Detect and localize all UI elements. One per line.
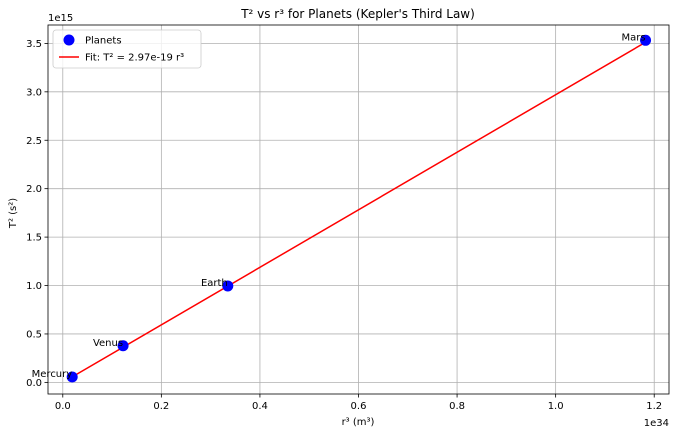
- y-tick-label: 1.5: [26, 233, 42, 244]
- y-tick-label: 1.0: [26, 281, 42, 292]
- y-tick-label: 0.0: [26, 378, 42, 389]
- data-point: [117, 340, 129, 352]
- plot-area: Mercury Venus Earth Mars: [32, 24, 670, 395]
- y-tick-label: 0.5: [26, 329, 42, 340]
- point-label: Venus: [93, 338, 123, 349]
- y-offset-label: 1e15: [48, 13, 73, 24]
- legend: Planets Fit: T² = 2.97e-19 r³: [52, 29, 202, 69]
- x-tick-label: 0.2: [153, 401, 169, 412]
- legend-label-fit: Fit: T² = 2.97e-19 r³: [85, 53, 184, 64]
- x-tick-label: 0.8: [449, 401, 465, 412]
- y-tick-label: 2.0: [26, 184, 42, 195]
- point-label: Mars: [621, 32, 645, 43]
- x-tick-label: 1.0: [548, 401, 564, 412]
- x-tick-label: 0.6: [351, 401, 367, 412]
- legend-box: [52, 29, 202, 69]
- point-label: Mercury: [32, 369, 73, 380]
- data-point: [222, 280, 234, 292]
- fit-line: [71, 41, 646, 378]
- chart-title: T² vs r³ for Planets (Kepler's Third Law…: [240, 7, 475, 21]
- y-tick-label: 3.0: [26, 87, 42, 98]
- x-tick-label: 1.2: [646, 401, 662, 412]
- y-axis-label: T² (s²): [8, 198, 19, 229]
- y-axis-ticks: 0.0 0.5 1.0 1.5 2.0 2.5 3.0 3.5: [26, 39, 48, 389]
- legend-marker-planets: [63, 34, 75, 46]
- x-axis-label: r³ (m³): [342, 417, 375, 428]
- y-tick-label: 3.5: [26, 39, 42, 50]
- x-tick-label: 0.4: [252, 401, 268, 412]
- data-point: [640, 34, 652, 46]
- y-tick-label: 2.5: [26, 136, 42, 147]
- grid: [48, 25, 669, 394]
- point-label: Earth: [201, 278, 228, 289]
- x-axis-ticks: 0.0 0.2 0.4 0.6 0.8 1.0 1.2: [55, 394, 662, 412]
- x-offset-label: 1e34: [644, 418, 669, 429]
- data-point: [66, 371, 78, 383]
- axes-frame: [47, 24, 670, 395]
- x-tick-label: 0.0: [55, 401, 71, 412]
- legend-label-planets: Planets: [85, 36, 122, 47]
